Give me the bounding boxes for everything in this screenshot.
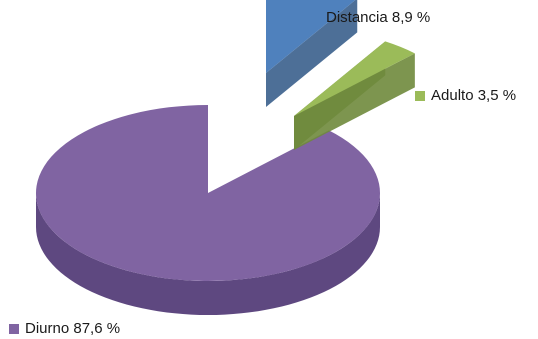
- slice-cut-distancia: [266, 0, 358, 107]
- slice-top-distancia: [266, 0, 356, 73]
- legend-value-diurno: 87,6 %: [73, 320, 121, 337]
- legend-item-adulto: Adulto 3,5 %: [415, 87, 516, 104]
- legend-label-adulto: Adulto: [431, 87, 474, 104]
- slice-adulto: [294, 41, 415, 151]
- slice-diurno: [36, 105, 381, 315]
- legend-label-diurno: Diurno: [25, 320, 70, 337]
- legend-item-distancia: Distancia 8,9 %: [310, 9, 430, 26]
- slice-cut-adulto: [294, 53, 415, 151]
- legend-item-diurno: Diurno 87,6 %: [9, 320, 120, 337]
- legend-value-distancia: 8,9 %: [391, 9, 431, 26]
- slice-distancia: [266, 0, 358, 107]
- legend-swatch-adulto: [415, 90, 425, 101]
- slice-side-diurno: [36, 193, 380, 315]
- slice-top-adulto: [294, 41, 415, 116]
- legend-swatch-diurno: [9, 323, 19, 334]
- legend-label-distancia: Distancia: [326, 9, 388, 26]
- legend-swatch-distancia: [310, 12, 320, 23]
- legend-value-adulto: 3,5 %: [477, 87, 517, 104]
